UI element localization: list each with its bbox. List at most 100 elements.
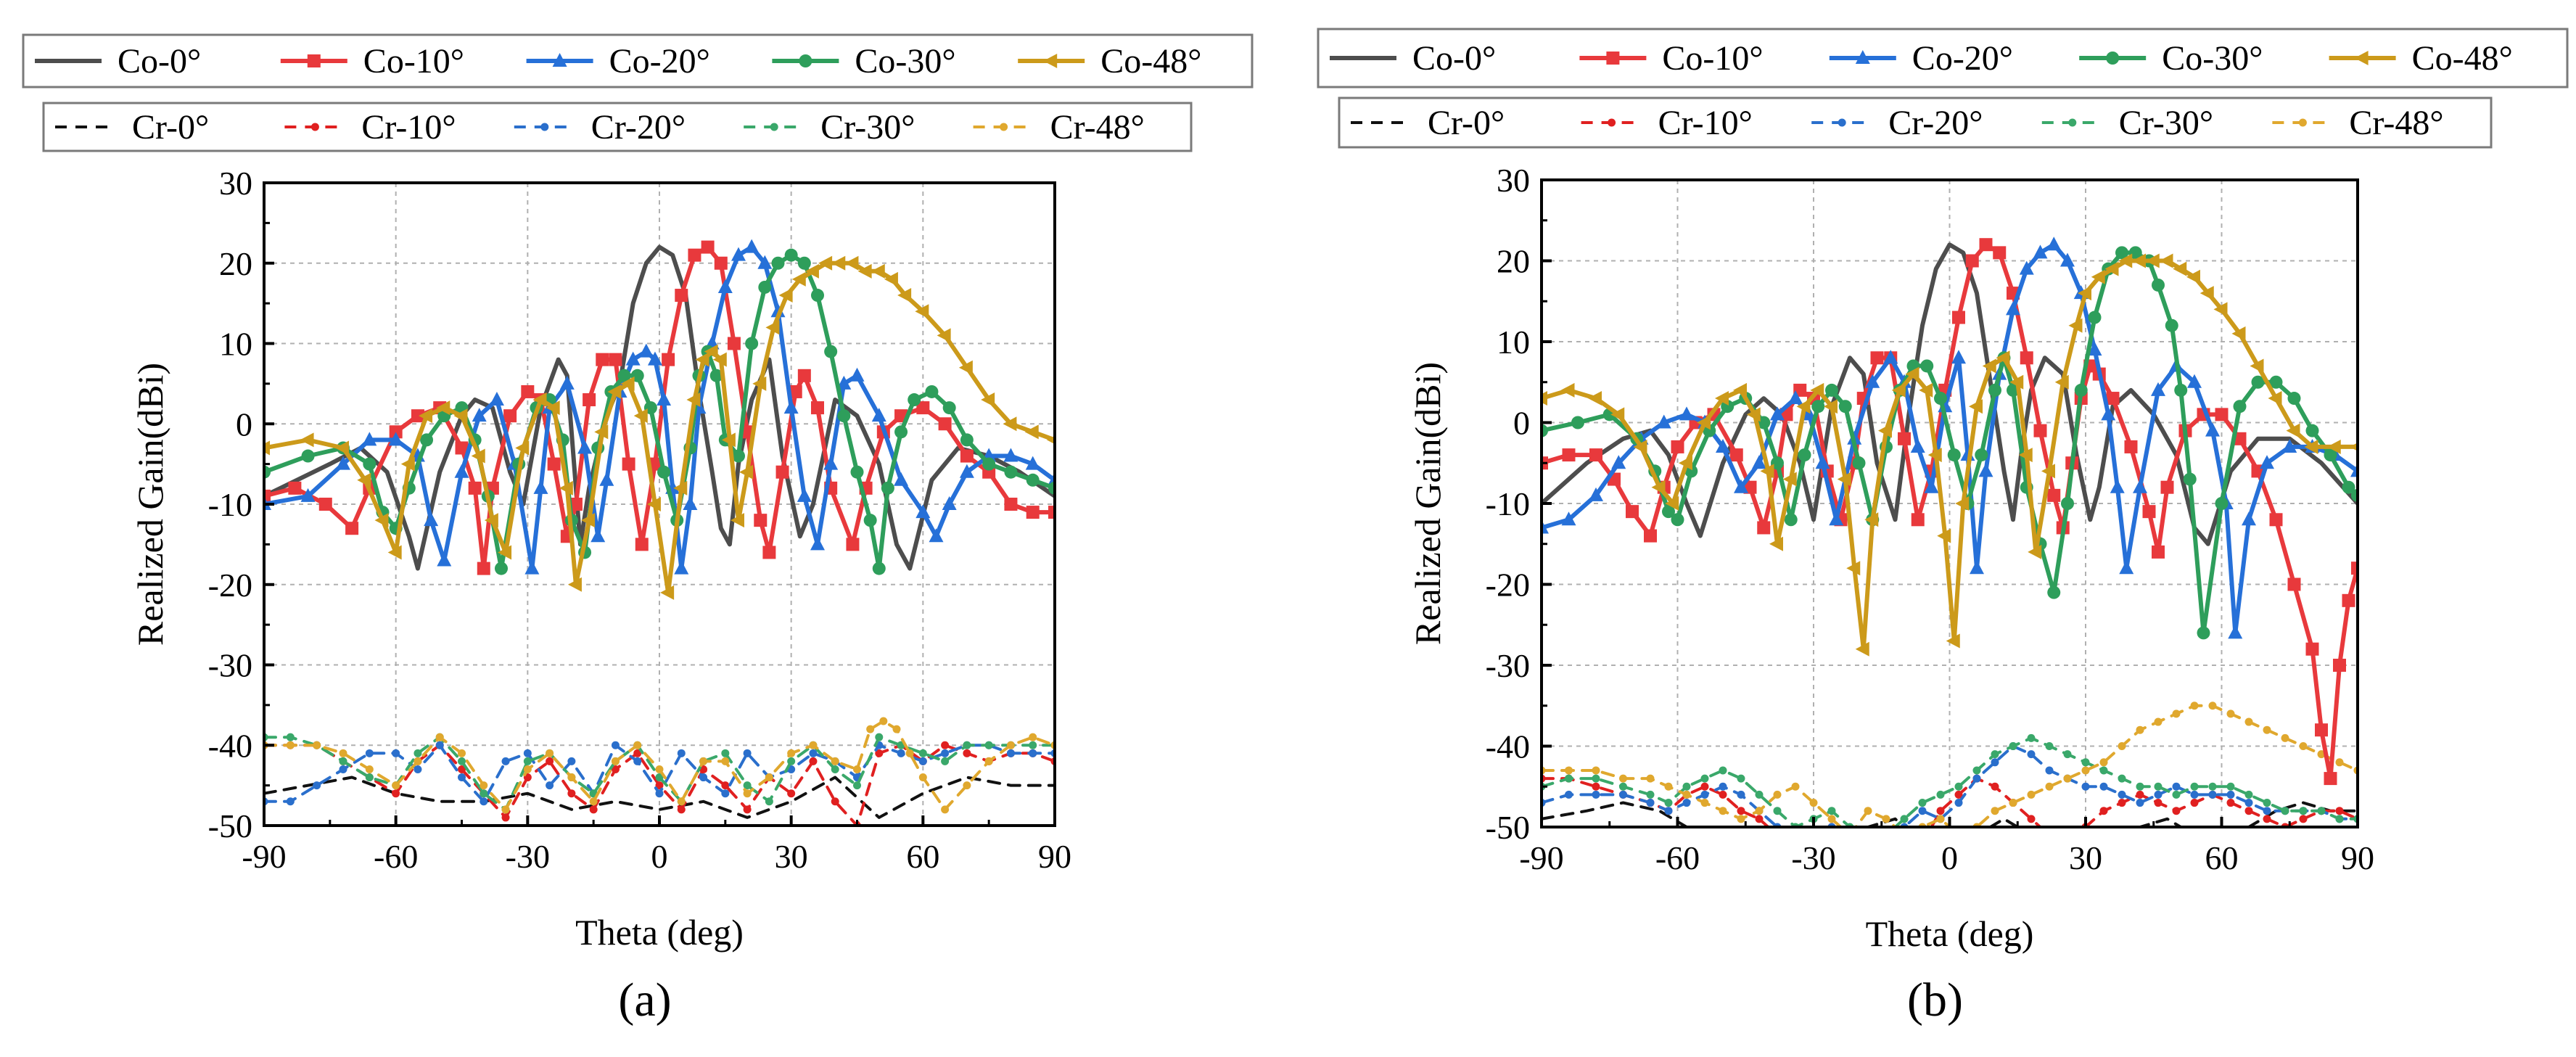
data-point xyxy=(892,725,901,733)
data-point xyxy=(775,465,789,479)
data-point xyxy=(1855,641,1869,657)
data-point xyxy=(569,498,583,511)
data-point xyxy=(1891,382,1906,398)
data-point xyxy=(1662,505,1675,519)
data-point xyxy=(2142,505,2156,519)
y-tick-label: -10 xyxy=(208,486,252,523)
data-point xyxy=(853,781,861,790)
data-point xyxy=(1970,560,1984,575)
data-point xyxy=(365,773,374,782)
data-point xyxy=(472,408,487,422)
y-tick-label: 20 xyxy=(219,245,252,282)
legend-item-co-30deg: Co-30° xyxy=(772,42,956,81)
data-point xyxy=(811,401,824,415)
y-axis-label: Realized Gain(dBi) xyxy=(1407,362,1448,645)
data-point xyxy=(677,749,686,757)
data-point xyxy=(2124,440,2138,453)
data-point xyxy=(1619,774,1627,783)
data-point xyxy=(1004,498,1018,511)
data-point xyxy=(752,376,767,391)
data-point xyxy=(374,513,389,528)
data-point xyxy=(771,256,785,270)
data-point xyxy=(567,757,576,765)
data-point xyxy=(503,409,517,423)
data-point xyxy=(1682,799,1691,807)
data-point xyxy=(620,376,635,391)
legend-label: Co-20° xyxy=(609,42,710,81)
data-point xyxy=(547,457,561,471)
data-point xyxy=(2045,742,2054,750)
legend-item-cr-30deg: Cr-30° xyxy=(744,108,915,147)
data-point xyxy=(1993,246,2007,260)
data-point xyxy=(2263,807,2271,815)
data-point xyxy=(1954,782,1963,791)
legend-item-cr-0deg: Cr-0° xyxy=(55,108,209,147)
data-point xyxy=(915,504,931,519)
data-point xyxy=(875,733,884,741)
legend-item-co-0deg: Co-0° xyxy=(35,42,201,81)
data-point xyxy=(778,288,793,303)
data-point xyxy=(2063,750,2072,759)
data-point xyxy=(546,749,554,757)
legend-marker xyxy=(310,123,319,131)
data-point xyxy=(559,375,575,390)
legend-item-cr-10deg: Cr-10° xyxy=(284,108,456,147)
data-point xyxy=(2244,717,2253,726)
data-point xyxy=(721,781,730,790)
data-point xyxy=(458,773,466,782)
data-point xyxy=(655,789,664,798)
data-point xyxy=(1810,831,1818,839)
data-point xyxy=(1682,782,1691,791)
data-point xyxy=(2342,593,2355,607)
data-point xyxy=(501,813,510,822)
data-point xyxy=(1729,448,1743,462)
data-point xyxy=(2299,815,2308,823)
data-point xyxy=(2145,253,2160,268)
data-point xyxy=(1988,383,2001,397)
legend-marker xyxy=(1043,54,1058,68)
data-point xyxy=(787,757,796,765)
legend-marker xyxy=(540,123,549,131)
legend-marker xyxy=(2106,52,2120,65)
y-tick-label: 20 xyxy=(1497,243,1530,280)
data-point xyxy=(1697,415,1711,430)
data-point xyxy=(2054,374,2069,390)
data-point xyxy=(1905,366,1919,382)
data-point xyxy=(721,789,730,798)
data-point xyxy=(2213,302,2228,317)
legend-co: Co-0° Co-10° Co-20° Co-30° Co-48° xyxy=(1317,28,2569,89)
data-point xyxy=(387,545,402,560)
data-point xyxy=(1671,513,1684,527)
data-point xyxy=(1788,390,1803,405)
data-point xyxy=(836,375,852,390)
data-point xyxy=(1837,472,1851,487)
legend-label: Cr-10° xyxy=(361,108,456,147)
data-point xyxy=(714,256,728,270)
data-point xyxy=(2047,488,2061,502)
legend-marker xyxy=(2068,118,2077,127)
data-point xyxy=(1665,496,1679,511)
data-point xyxy=(2324,772,2337,786)
data-point xyxy=(2154,782,2163,791)
data-point xyxy=(590,528,606,543)
data-point xyxy=(471,448,485,464)
data-point xyxy=(1810,831,1818,839)
data-point xyxy=(809,741,818,749)
data-point xyxy=(2152,545,2165,559)
data-point xyxy=(1946,633,1960,649)
data-point xyxy=(823,456,839,470)
data-point xyxy=(2154,790,2163,799)
data-point xyxy=(2081,766,2090,775)
data-point xyxy=(2046,237,2062,251)
data-point xyxy=(942,401,956,415)
data-point xyxy=(1901,831,1909,839)
data-point xyxy=(388,432,403,446)
data-point xyxy=(1734,479,1748,493)
data-point xyxy=(1882,815,1890,823)
axes: -50 -40 -30 -20 -10 0 10 20 30 -90 -60 -30 0 30 60 90 xyxy=(208,165,1071,875)
data-point xyxy=(1882,839,1890,847)
data-point xyxy=(884,271,898,287)
data-point xyxy=(1972,766,1981,775)
series-cr-20deg xyxy=(264,741,1055,806)
data-point xyxy=(1006,741,1015,749)
